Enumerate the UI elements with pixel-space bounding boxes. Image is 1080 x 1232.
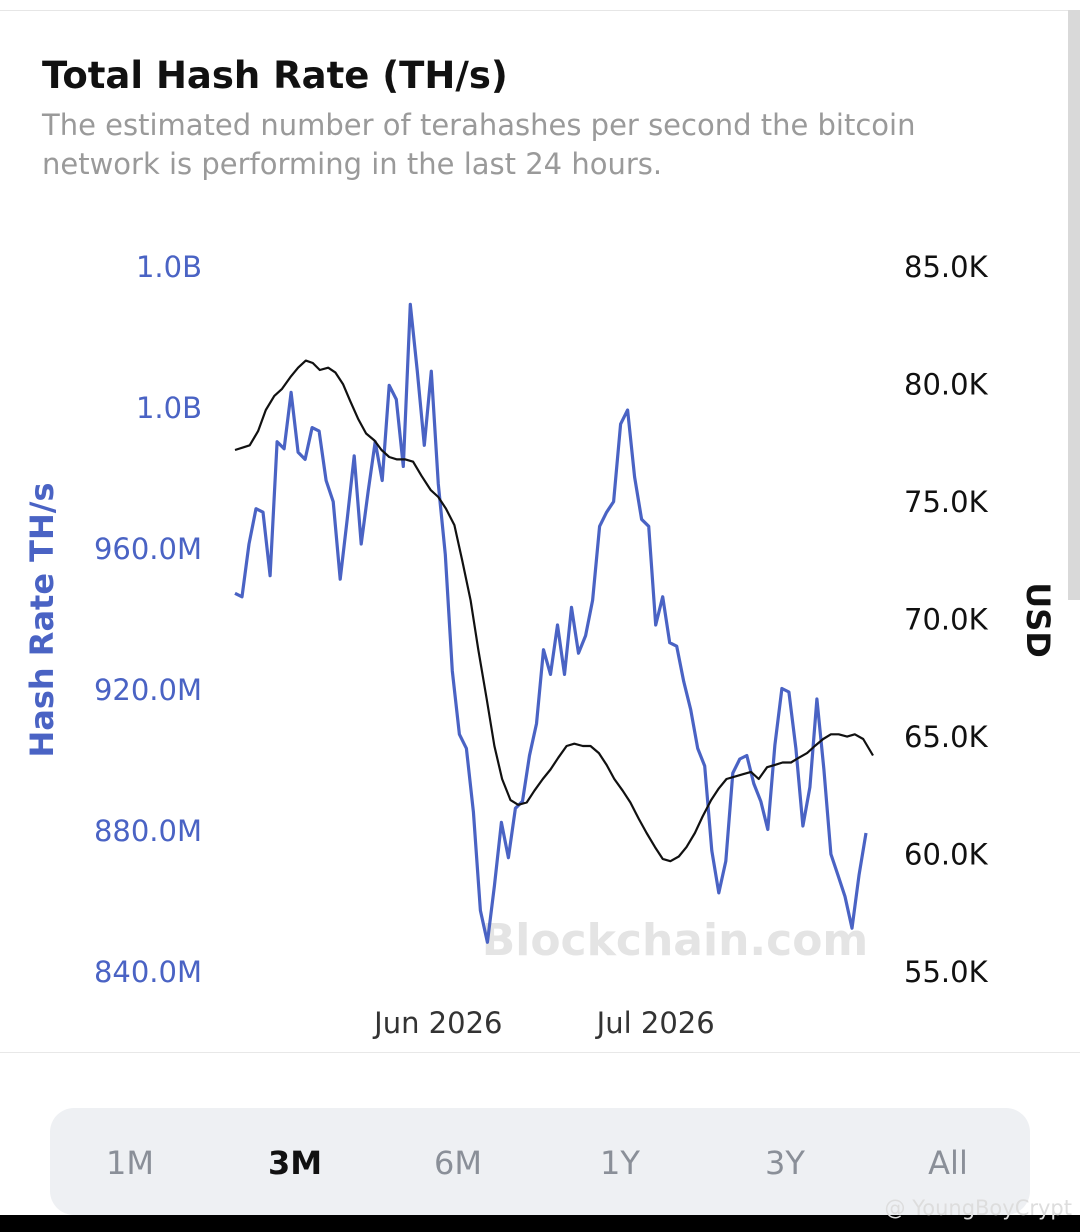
range-tab[interactable]: 3M [267,1144,323,1182]
y-tick-label: 1.0B [136,391,202,425]
y2-tick-label: 55.0K [904,955,989,989]
chart: Blockchain.com Hash Rate TH/s USD 840.0M… [23,250,1057,1040]
y-tick-label: 1.0B [136,250,202,284]
y2-tick-label: 80.0K [904,368,989,402]
top-border [0,10,1068,11]
y2-tick-label: 70.0K [904,603,989,637]
y-tick-label: 880.0M [94,814,202,848]
y-tick-label: 840.0M [94,955,202,989]
watermark: Blockchain.com [482,915,869,966]
y-tick-label: 960.0M [94,532,202,566]
divider [0,1052,1080,1053]
scrollbar[interactable] [1068,10,1080,600]
range-selector [50,1108,1030,1215]
y2-tick-label: 75.0K [904,485,989,519]
x-tick-label: Jul 2026 [595,1006,715,1040]
chart-title: Total Hash Rate (TH/s) [42,54,508,97]
range-tab[interactable]: 1Y [600,1144,640,1182]
y2-axis-label: USD [1019,582,1057,658]
y2-tick-label: 60.0K [904,838,989,872]
range-tab[interactable]: 3Y [765,1144,805,1182]
x-tick-label: Jun 2026 [372,1006,502,1040]
chart-subtitle: The estimated number of terahashes per s… [42,108,916,181]
overlay-watermark: @ YoungBoyCrypt [884,1196,1072,1220]
range-tab[interactable]: All [928,1144,968,1182]
bottom-bar [0,1215,1080,1232]
data-line [234,359,874,863]
range-tab[interactable]: 6M [434,1144,482,1182]
range-tab[interactable]: 1M [106,1144,154,1182]
y2-tick-label: 65.0K [904,720,989,754]
data-line [234,302,868,944]
y-tick-label: 920.0M [94,673,202,707]
y2-tick-label: 85.0K [904,250,989,284]
y-axis-label: Hash Rate TH/s [23,482,61,757]
